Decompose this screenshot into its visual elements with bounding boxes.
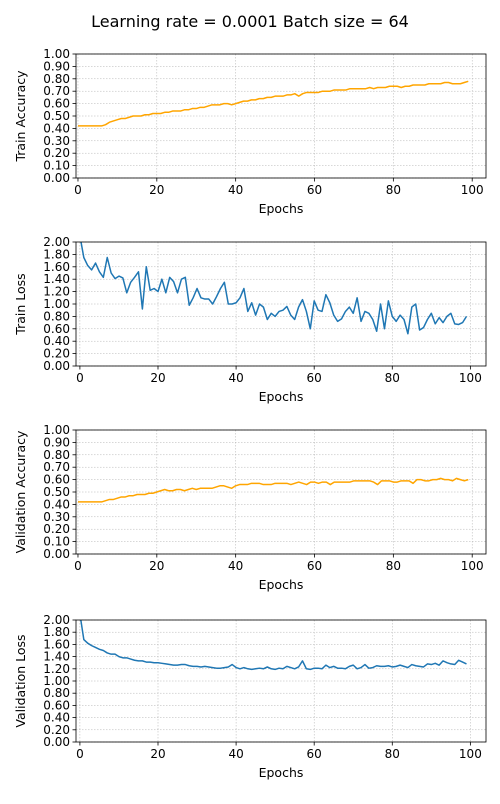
train-loss-ytick-label: 1.80 <box>43 247 70 261</box>
validation-accuracy-xlabel: Epochs <box>259 577 304 592</box>
validation-accuracy-ytick-label: 0.20 <box>43 522 70 536</box>
validation-accuracy-ytick-label: 0.80 <box>43 448 70 462</box>
train-accuracy-xtick-label: 40 <box>228 183 243 197</box>
validation-loss-xtick-label: 20 <box>150 747 165 761</box>
train-accuracy-ytick-label: 0.50 <box>43 109 70 123</box>
validation-loss-ytick-label: 0.40 <box>43 711 70 725</box>
validation-accuracy-xtick-label: 20 <box>149 559 164 573</box>
validation-loss-series-line <box>80 620 467 671</box>
validation-accuracy-xtick-label: 40 <box>228 559 243 573</box>
train-accuracy-xlabel: Epochs <box>259 201 304 216</box>
train-accuracy-ytick-label: 0.20 <box>43 146 70 160</box>
train-accuracy-ytick-label: 0.90 <box>43 59 70 73</box>
figure-title: Learning rate = 0.0001 Batch size = 64 <box>91 12 409 31</box>
train-accuracy-xtick-label: 0 <box>74 183 82 197</box>
train-loss-ytick-label: 0.40 <box>43 334 70 348</box>
validation-loss-ytick-label: 1.80 <box>43 625 70 639</box>
train-accuracy-ylabel: Train Accuracy <box>13 70 28 163</box>
validation-loss-ytick-label: 1.60 <box>43 637 70 651</box>
validation-accuracy-ylabel: Validation Accuracy <box>13 430 28 553</box>
train-loss-xtick-label: 20 <box>150 371 165 385</box>
validation-accuracy-ytick-label: 0.40 <box>43 497 70 511</box>
train-loss-ytick-label: 1.40 <box>43 272 70 286</box>
train-loss-ylabel: Train Loss <box>13 273 28 335</box>
train-accuracy-ytick-label: 0.30 <box>43 134 70 148</box>
train-loss-xtick-label: 0 <box>76 371 84 385</box>
validation-accuracy-xtick-label: 80 <box>386 559 401 573</box>
validation-accuracy-series-line <box>77 477 469 503</box>
validation-accuracy-ytick-label: 0.60 <box>43 473 70 487</box>
train-loss-xtick-label: 80 <box>385 371 400 385</box>
train-loss-ytick-label: 1.20 <box>43 285 70 299</box>
train-accuracy-ytick-label: 0.60 <box>43 97 70 111</box>
train-accuracy-xtick-label: 20 <box>149 183 164 197</box>
validation-loss-ytick-label: 0.80 <box>43 686 70 700</box>
train-loss-xlabel: Epochs <box>259 389 304 404</box>
train-loss-ytick-label: 0.20 <box>43 347 70 361</box>
validation-accuracy-ytick-label: 0.50 <box>43 485 70 499</box>
train-loss-ytick-label: 1.60 <box>43 260 70 274</box>
train-loss-series-line <box>80 242 468 335</box>
validation-loss-xtick-label: 80 <box>385 747 400 761</box>
validation-loss-xtick-label: 40 <box>228 747 243 761</box>
validation-accuracy-xtick-label: 100 <box>461 559 484 573</box>
validation-accuracy-xtick-label: 0 <box>74 559 82 573</box>
validation-loss-ytick-label: 0.00 <box>43 735 70 749</box>
validation-loss-ytick-label: 2.00 <box>43 613 70 627</box>
train-accuracy-ytick-label: 0.80 <box>43 72 70 86</box>
train-loss-ytick-label: 0.80 <box>43 309 70 323</box>
train-loss-ytick-label: 2.00 <box>43 235 70 249</box>
validation-loss-chart: 0 20 40 60 80 100 0.000.200.400.600.801.001.20… <box>13 613 487 780</box>
validation-loss-xtick-label: 0 <box>76 747 84 761</box>
validation-loss-ytick-label: 0.60 <box>43 698 70 712</box>
train-loss-xtick-label: 100 <box>459 371 482 385</box>
validation-accuracy-ytick-label: 0.10 <box>43 535 70 549</box>
train-accuracy-chart: 0 20 40 60 80 100 0.000.100.200.300.400.500.60… <box>13 47 487 216</box>
train-loss-ytick-label: 0.00 <box>43 359 70 373</box>
validation-loss-ytick-label: 0.20 <box>43 723 70 737</box>
train-accuracy-ytick-label: 0.00 <box>43 171 70 185</box>
validation-accuracy-ytick-label: 0.90 <box>43 435 70 449</box>
train-loss-chart: 0 20 40 60 80 100 0.000.200.400.600.801.001.20… <box>13 235 487 404</box>
train-loss-xtick-label: 60 <box>307 371 322 385</box>
validation-loss-xlabel: Epochs <box>259 765 304 780</box>
validation-accuracy-ytick-label: 1.00 <box>43 423 70 437</box>
validation-accuracy-xtick-label: 60 <box>307 559 322 573</box>
validation-accuracy-ytick-label: 0.30 <box>43 510 70 524</box>
train-loss-ytick-label: 0.60 <box>43 322 70 336</box>
train-loss-xtick-label: 40 <box>228 371 243 385</box>
train-accuracy-ytick-label: 0.40 <box>43 121 70 135</box>
train-accuracy-ytick-label: 1.00 <box>43 47 70 61</box>
train-accuracy-ytick-label: 0.10 <box>43 159 70 173</box>
train-accuracy-xtick-label: 100 <box>461 183 484 197</box>
validation-accuracy-ytick-label: 0.70 <box>43 460 70 474</box>
validation-accuracy-chart: 0 20 40 60 80 100 0.000.100.200.300.400.500.60… <box>13 423 487 592</box>
validation-accuracy-ytick-label: 0.00 <box>43 547 70 561</box>
validation-loss-ylabel: Validation Loss <box>13 634 28 727</box>
validation-loss-ytick-label: 1.40 <box>43 650 70 664</box>
train-accuracy-series-line <box>77 80 469 127</box>
validation-loss-xtick-label: 100 <box>459 747 482 761</box>
validation-loss-ytick-label: 1.20 <box>43 662 70 676</box>
train-accuracy-xtick-label: 80 <box>386 183 401 197</box>
validation-loss-ytick-label: 1.00 <box>43 674 70 688</box>
train-loss-ytick-label: 1.00 <box>43 297 70 311</box>
validation-loss-xtick-label: 60 <box>307 747 322 761</box>
train-accuracy-ytick-label: 0.70 <box>43 84 70 98</box>
train-accuracy-xtick-label: 60 <box>307 183 322 197</box>
